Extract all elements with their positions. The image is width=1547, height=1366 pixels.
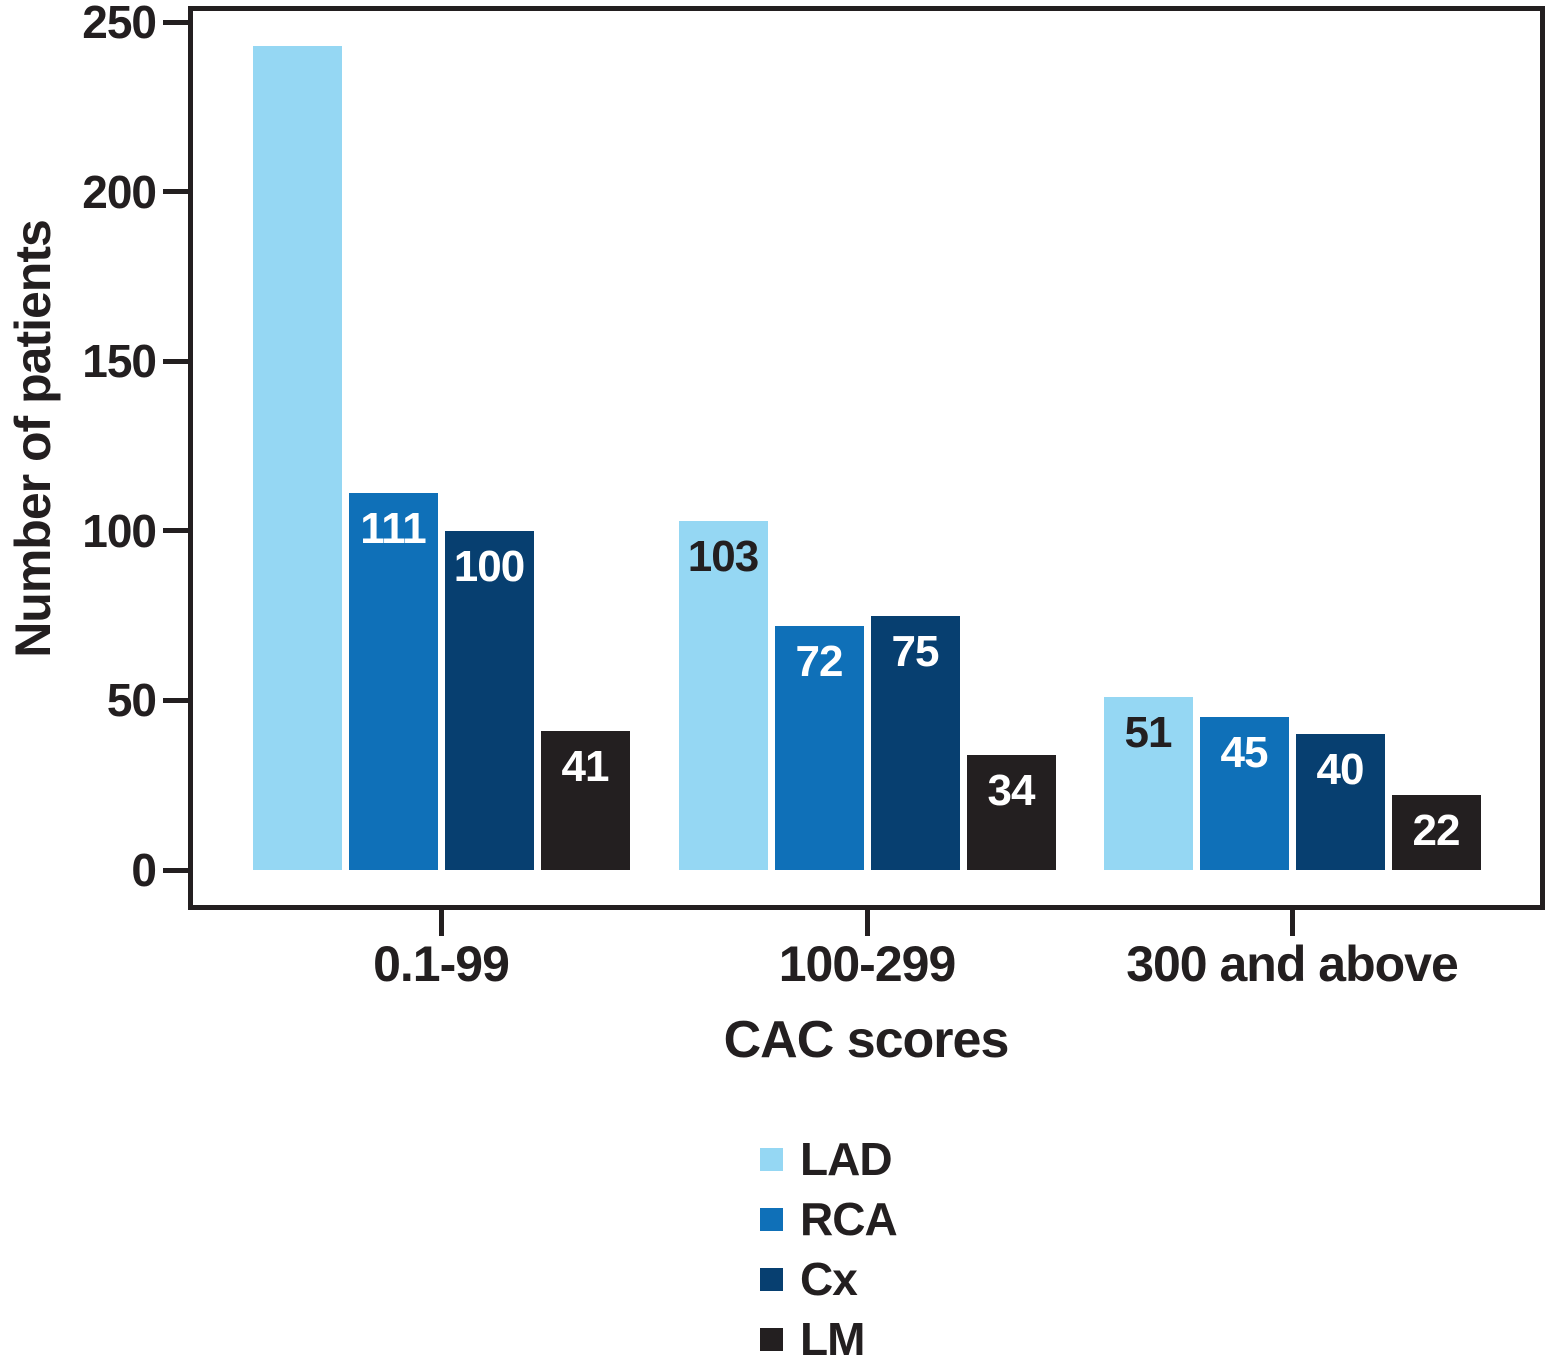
bar-rca-2: 72 [774,625,864,870]
legend-item-lad: LAD [760,1129,1160,1189]
y-axis-tick [163,358,188,364]
bar-value-label: 41 [561,741,610,791]
y-axis-tick [163,189,188,195]
y-tick-label: 250 [82,0,157,48]
y-tick-label: 200 [82,165,157,218]
bar-value-label: 51 [1124,708,1173,757]
y-tick-label: 0 [131,844,157,896]
bar-lm-1: 41 [540,730,630,870]
bar-cx-2: 75 [870,615,960,870]
legend: LAD RCA Cx LM [760,1129,1160,1366]
bar-value-label: 100 [453,541,525,591]
x-axis-tick [864,910,870,936]
x-category-label: 300 and above [1126,936,1459,992]
legend-item-rca: RCA [760,1189,1160,1249]
bar-rca-3: 45 [1199,717,1289,870]
legend-swatch-icon [760,1327,783,1351]
y-tick-label: 50 [106,674,157,727]
bar-cx-1: 100 [444,530,534,870]
legend-swatch-icon [760,1267,783,1291]
bar-cx-3: 40 [1295,734,1385,870]
bar-value-label: 45 [1220,728,1269,778]
x-category-label: 0.1-99 [373,936,510,992]
legend-swatch-icon [760,1147,783,1171]
x-axis-tick [1289,910,1295,936]
legend-item-cx: Cx [760,1249,1160,1309]
legend-label: LM [800,1313,865,1365]
bar-value-label: 103 [687,531,759,581]
y-axis-title: Number of patients [5,220,61,658]
bar-value-label: 22 [1412,806,1461,856]
y-axis-tick [163,867,188,873]
bar-lm-2: 34 [966,754,1056,870]
y-axis-tick [163,697,188,703]
x-axis-title: CAC scores [723,1011,1010,1069]
legend-swatch-icon [760,1207,783,1231]
plot-area-frame [188,6,1545,910]
legend-label: Cx [800,1253,858,1305]
bar-rca-1: 111 [348,493,438,870]
bar-lm-3: 22 [1391,795,1481,870]
y-axis-tick [163,528,188,534]
bar-value-label: 75 [891,626,940,676]
bar-value-label: 111 [360,504,427,554]
bar-lad-1 [252,45,342,870]
x-axis-tick [438,910,444,936]
bar-lad-2: 103 [678,520,768,870]
y-tick-label: 100 [82,504,157,557]
bar-value-label: 72 [795,636,844,686]
legend-item-lm: LM [760,1309,1160,1366]
bar-lad-3: 51 [1103,697,1193,870]
bar-value-label: 34 [987,765,1036,815]
legend-label: LAD [800,1133,893,1185]
y-tick-label: 150 [82,335,157,388]
bar-value-label: 40 [1316,745,1365,795]
y-axis-tick [163,19,188,25]
x-category-label: 100-299 [778,936,957,992]
legend-label: RCA [800,1193,898,1245]
